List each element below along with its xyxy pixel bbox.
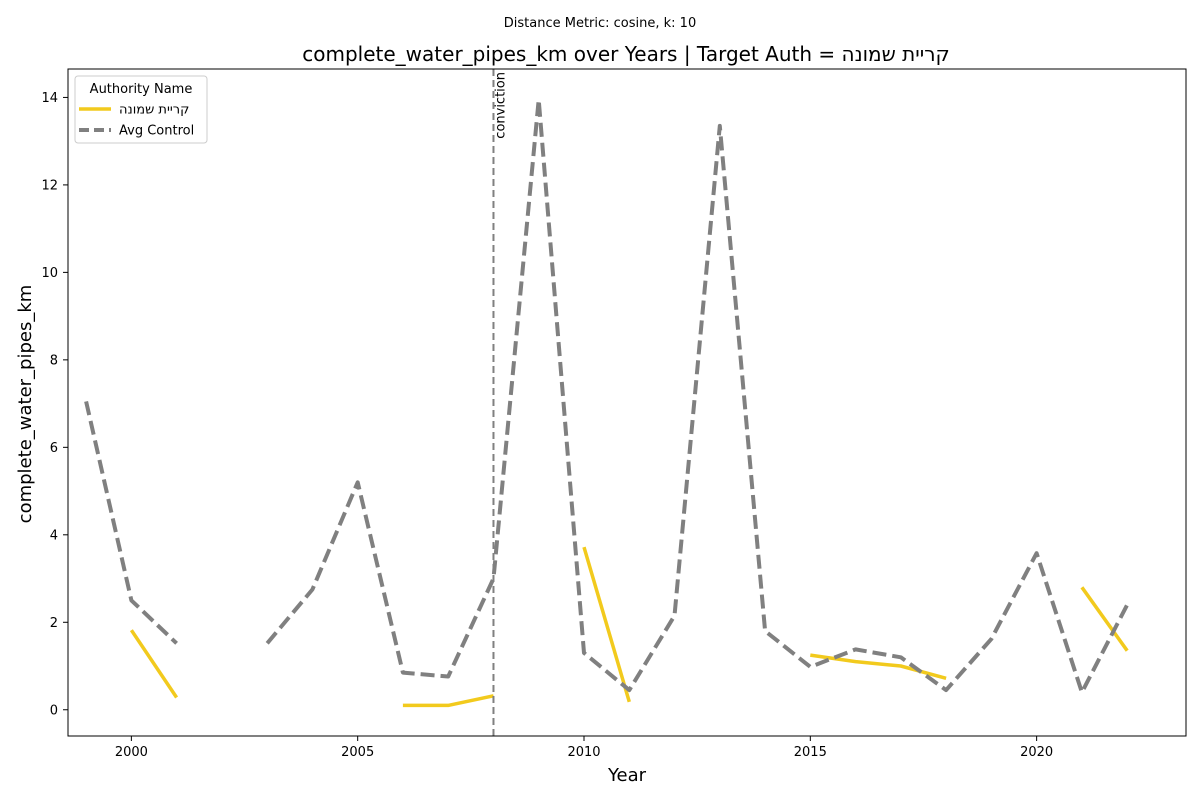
x-axis-label: Year (607, 765, 647, 786)
series-line-segment (402, 694, 494, 708)
chart-title: complete_water_pipes_km over Years | Tar… (302, 42, 949, 66)
series-avg-control (84, 97, 1129, 695)
x-tick-label-2005: 2005 (341, 745, 374, 760)
y-tick-label-4: 4 (50, 528, 58, 543)
plot-lines (84, 97, 1129, 708)
y-axis: 0 2 4 6 8 10 12 14 (41, 91, 68, 718)
series-line-segment (1080, 586, 1129, 652)
x-tick-label-2015: 2015 (794, 745, 827, 760)
series-line-segment (129, 629, 179, 699)
y-tick-label-8: 8 (50, 353, 58, 368)
x-axis: 2000 2005 2010 2015 2020 (115, 736, 1053, 760)
x-tick-label-2000: 2000 (115, 745, 148, 760)
series-line-segment (810, 653, 947, 680)
y-tick-label-6: 6 (50, 441, 58, 456)
y-axis-label: complete_water_pipes_km (15, 285, 36, 524)
legend-box (74, 75, 208, 144)
conviction-label: conviction (493, 72, 508, 139)
y-tick-label-0: 0 (50, 703, 58, 718)
chart-suptitle: Distance Metric: cosine, k: 10 (504, 16, 696, 31)
y-tick-label-10: 10 (41, 266, 58, 281)
y-tick-label-14: 14 (41, 91, 58, 106)
x-tick-label-2010: 2010 (567, 745, 600, 760)
y-tick-label-12: 12 (41, 178, 58, 193)
legend-label-0: קריית שמונה (119, 103, 189, 118)
x-tick-label-2020: 2020 (1020, 745, 1053, 760)
series-line-segment (582, 546, 631, 703)
y-tick-label-2: 2 (50, 616, 58, 631)
legend-title: Authority Name (90, 82, 193, 97)
series-target (129, 546, 1129, 708)
legend: Authority Name קריית שמונה Avg Control (74, 75, 208, 144)
series-line-segment (265, 97, 1129, 695)
series-line-segment (84, 400, 178, 645)
annotations: conviction (492, 69, 508, 736)
legend-label-1: Avg Control (119, 124, 194, 139)
plot-frame (67, 68, 1187, 737)
